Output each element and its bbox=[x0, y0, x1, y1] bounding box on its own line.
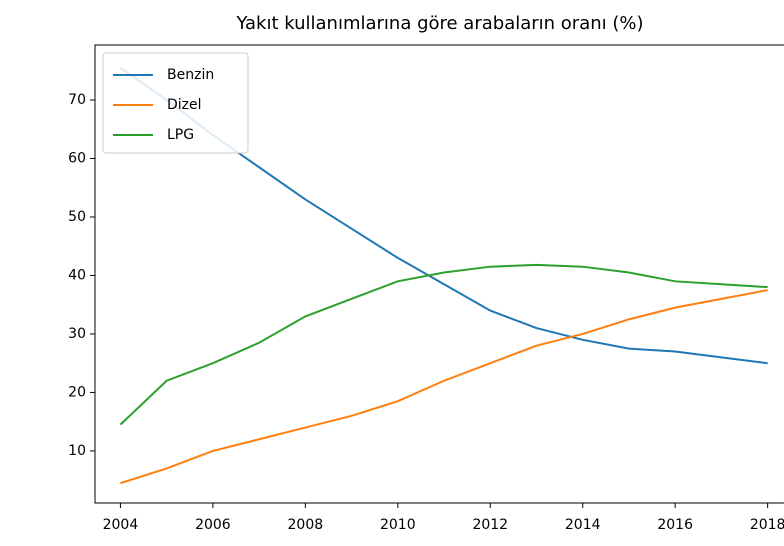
x-tick-label: 2006 bbox=[195, 517, 231, 533]
y-tick-label: 70 bbox=[68, 92, 86, 108]
legend-label: Dizel bbox=[167, 97, 202, 113]
legend-label: Benzin bbox=[167, 67, 214, 83]
x-tick-label: 2016 bbox=[657, 517, 693, 533]
y-tick-label: 20 bbox=[68, 384, 86, 400]
legend: Benzin Dizel LPG bbox=[102, 52, 249, 154]
x-tick-label: 2012 bbox=[472, 517, 508, 533]
legend-box bbox=[102, 52, 249, 154]
x-tick-label: 2018 bbox=[750, 517, 784, 533]
y-tick-label: 10 bbox=[68, 443, 86, 459]
series-line bbox=[120, 289, 768, 485]
x-tick-label: 2004 bbox=[103, 517, 139, 533]
chart-title: Yakıt kullanımlarına göre arabaların ora… bbox=[235, 13, 643, 34]
y-tick-label: 50 bbox=[68, 209, 86, 225]
y-tick-label: 60 bbox=[68, 150, 86, 166]
y-tick-label: 40 bbox=[68, 267, 86, 283]
x-tick-label: 2010 bbox=[380, 517, 416, 533]
y-tick-label: 30 bbox=[68, 326, 86, 342]
x-tick-label: 2014 bbox=[565, 517, 601, 533]
legend-label: LPG bbox=[167, 127, 194, 143]
plot-frame bbox=[94, 44, 784, 504]
series-line bbox=[119, 263, 768, 426]
x-tick-label: 2008 bbox=[288, 517, 324, 533]
